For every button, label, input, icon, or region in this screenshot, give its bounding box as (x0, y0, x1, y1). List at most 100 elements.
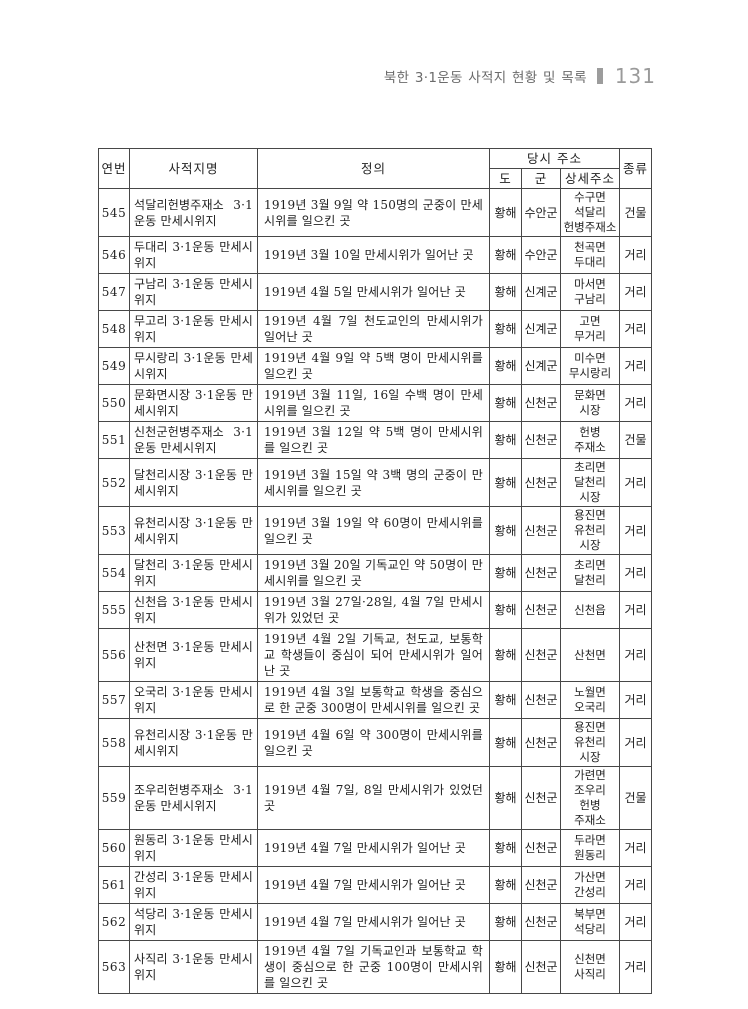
site-type: 거리 (619, 273, 653, 311)
site-type: 거리 (619, 940, 653, 994)
row-number: 553 (98, 506, 130, 555)
detail-address: 초리면 달천리 (559, 554, 621, 592)
province: 황해 (489, 554, 522, 592)
col-header-province: 도 (489, 168, 522, 189)
detail-address: 수구면 석달리 헌병주재소 (559, 188, 621, 237)
site-type: 거리 (619, 458, 653, 507)
site-name: 달천리 3·1운동 만세시위지 (129, 554, 258, 592)
province: 황해 (489, 591, 522, 629)
table-row: 546 두대리 3·1운동 만세시위지 1919년 3월 10일 만세시위가 일… (98, 236, 653, 274)
site-definition: 1919년 4월 5일 만세시위가 일어난 곳 (257, 273, 490, 311)
province: 황해 (489, 829, 522, 867)
site-definition: 1919년 4월 7일 만세시위가 일어난 곳 (257, 829, 490, 867)
province: 황해 (489, 347, 522, 385)
detail-address: 문화면 시장 (559, 384, 621, 422)
col-header-definition: 정의 (257, 148, 490, 189)
detail-address: 마서면 구남리 (559, 273, 621, 311)
detail-address: 초리면 달천리 시장 (559, 458, 621, 507)
site-name: 두대리 3·1운동 만세시위지 (129, 236, 258, 274)
detail-address: 산천면 (559, 628, 621, 682)
site-type: 거리 (619, 236, 653, 274)
site-type: 거리 (619, 506, 653, 555)
county: 신천군 (521, 554, 561, 592)
table-row: 545 석달리헌병주재소 3·1운동 만세시위지 1919년 3월 9일 약 1… (98, 188, 653, 237)
site-type: 거리 (619, 718, 653, 767)
table-row: 563 사직리 3·1운동 만세시위지 1919년 4월 7일 기독교인과 보통… (98, 940, 653, 994)
table-row: 562 석당리 3·1운동 만세시위지 1919년 4월 7일 만세시위가 일어… (98, 903, 653, 941)
site-type: 거리 (619, 384, 653, 422)
site-definition: 1919년 4월 3일 보통학교 학생을 중심으로 한 군중 300명이 만세시… (257, 681, 490, 719)
site-name: 조우리헌병주재소 3·1운동 만세시위지 (129, 766, 258, 830)
site-definition: 1919년 3월 19일 약 60명이 만세시위를 일으킨 곳 (257, 506, 490, 555)
detail-address: 헌병 주재소 (559, 421, 621, 459)
site-type: 거리 (619, 591, 653, 629)
county: 신천군 (521, 506, 561, 555)
site-name: 무고리 3·1운동 만세시위지 (129, 310, 258, 348)
province: 황해 (489, 718, 522, 767)
detail-address: 두라면 원동리 (559, 829, 621, 867)
province: 황해 (489, 236, 522, 274)
county: 신천군 (521, 940, 561, 994)
site-type: 거리 (619, 681, 653, 719)
table-row: 554 달천리 3·1운동 만세시위지 1919년 3월 20일 기독교인 약 … (98, 554, 653, 592)
province: 황해 (489, 458, 522, 507)
site-name: 문화면시장 3·1운동 만세시위지 (129, 384, 258, 422)
row-number: 561 (98, 866, 130, 904)
table-row: 547 구남리 3·1운동 만세시위지 1919년 4월 5일 만세시위가 일어… (98, 273, 653, 311)
province: 황해 (489, 903, 522, 941)
table-row: 560 원동리 3·1운동 만세시위지 1919년 4월 7일 만세시위가 일어… (98, 829, 653, 867)
table-row: 556 산천면 3·1운동 만세시위지 1919년 4월 2일 기독교, 천도교… (98, 628, 653, 682)
table-row: 552 달천리시장 3·1운동 만세시위지 1919년 3월 15일 약 3백 … (98, 458, 653, 507)
county: 신천군 (521, 903, 561, 941)
site-name: 석달리헌병주재소 3·1운동 만세시위지 (129, 188, 258, 237)
table-row: 557 오국리 3·1운동 만세시위지 1919년 4월 3일 보통학교 학생을… (98, 681, 653, 719)
table-row: 558 유천리시장 3·1운동 만세시위지 1919년 4월 6일 약 300명… (98, 718, 653, 767)
detail-address: 고면 무거리 (559, 310, 621, 348)
site-definition: 1919년 3월 27일·28일, 4월 7일 만세시위가 있었던 곳 (257, 591, 490, 629)
county: 신천군 (521, 866, 561, 904)
site-definition: 1919년 4월 7일 기독교인과 보통학교 학생이 중심으로 한 군중 100… (257, 940, 490, 994)
site-name: 원동리 3·1운동 만세시위지 (129, 829, 258, 867)
row-number: 555 (98, 591, 130, 629)
detail-address: 가련면 조우리 헌병 주재소 (559, 766, 621, 830)
header-divider-bar (596, 68, 603, 84)
province: 황해 (489, 310, 522, 348)
province: 황해 (489, 766, 522, 830)
site-type: 건물 (619, 188, 653, 237)
table-row: 555 신천읍 3·1운동 만세시위지 1919년 3월 27일·28일, 4월… (98, 591, 653, 629)
county: 신천군 (521, 718, 561, 767)
col-header-no: 연번 (98, 148, 130, 189)
site-definition: 1919년 3월 10일 만세시위가 일어난 곳 (257, 236, 490, 274)
site-name: 무시랑리 3·1운동 만세시위지 (129, 347, 258, 385)
detail-address: 신천면 사직리 (559, 940, 621, 994)
row-number: 556 (98, 628, 130, 682)
row-number: 547 (98, 273, 130, 311)
site-definition: 1919년 3월 11일, 16일 수백 명이 만세시위를 일으킨 곳 (257, 384, 490, 422)
row-number: 549 (98, 347, 130, 385)
row-number: 551 (98, 421, 130, 459)
row-number: 558 (98, 718, 130, 767)
site-definition: 1919년 4월 6일 약 300명이 만세시위를 일으킨 곳 (257, 718, 490, 767)
county: 신계군 (521, 273, 561, 311)
site-definition: 1919년 3월 9일 약 150명의 군중이 만세시위를 일으킨 곳 (257, 188, 490, 237)
site-name: 석당리 3·1운동 만세시위지 (129, 903, 258, 941)
site-name: 간성리 3·1운동 만세시위지 (129, 866, 258, 904)
site-name: 유천리시장 3·1운동 만세시위지 (129, 718, 258, 767)
site-definition: 1919년 4월 7일 천도교인의 만세시위가 일어난 곳 (257, 310, 490, 348)
county: 신천군 (521, 591, 561, 629)
province: 황해 (489, 273, 522, 311)
site-type: 거리 (619, 347, 653, 385)
province: 황해 (489, 681, 522, 719)
county: 신천군 (521, 384, 561, 422)
row-number: 560 (98, 829, 130, 867)
col-header-address-group: 당시 주소 (488, 148, 621, 169)
detail-address: 미수면 무시랑리 (559, 347, 621, 385)
detail-address: 천곡면 두대리 (559, 236, 621, 274)
site-name: 구남리 3·1운동 만세시위지 (129, 273, 258, 311)
page-number: 131 (614, 64, 656, 88)
detail-address: 가산면 간성리 (559, 866, 621, 904)
table-row: 553 유천리시장 3·1운동 만세시위지 1919년 3월 19일 약 60명… (98, 506, 653, 555)
table-row: 548 무고리 3·1운동 만세시위지 1919년 4월 7일 천도교인의 만세… (98, 310, 653, 348)
province: 황해 (489, 421, 522, 459)
